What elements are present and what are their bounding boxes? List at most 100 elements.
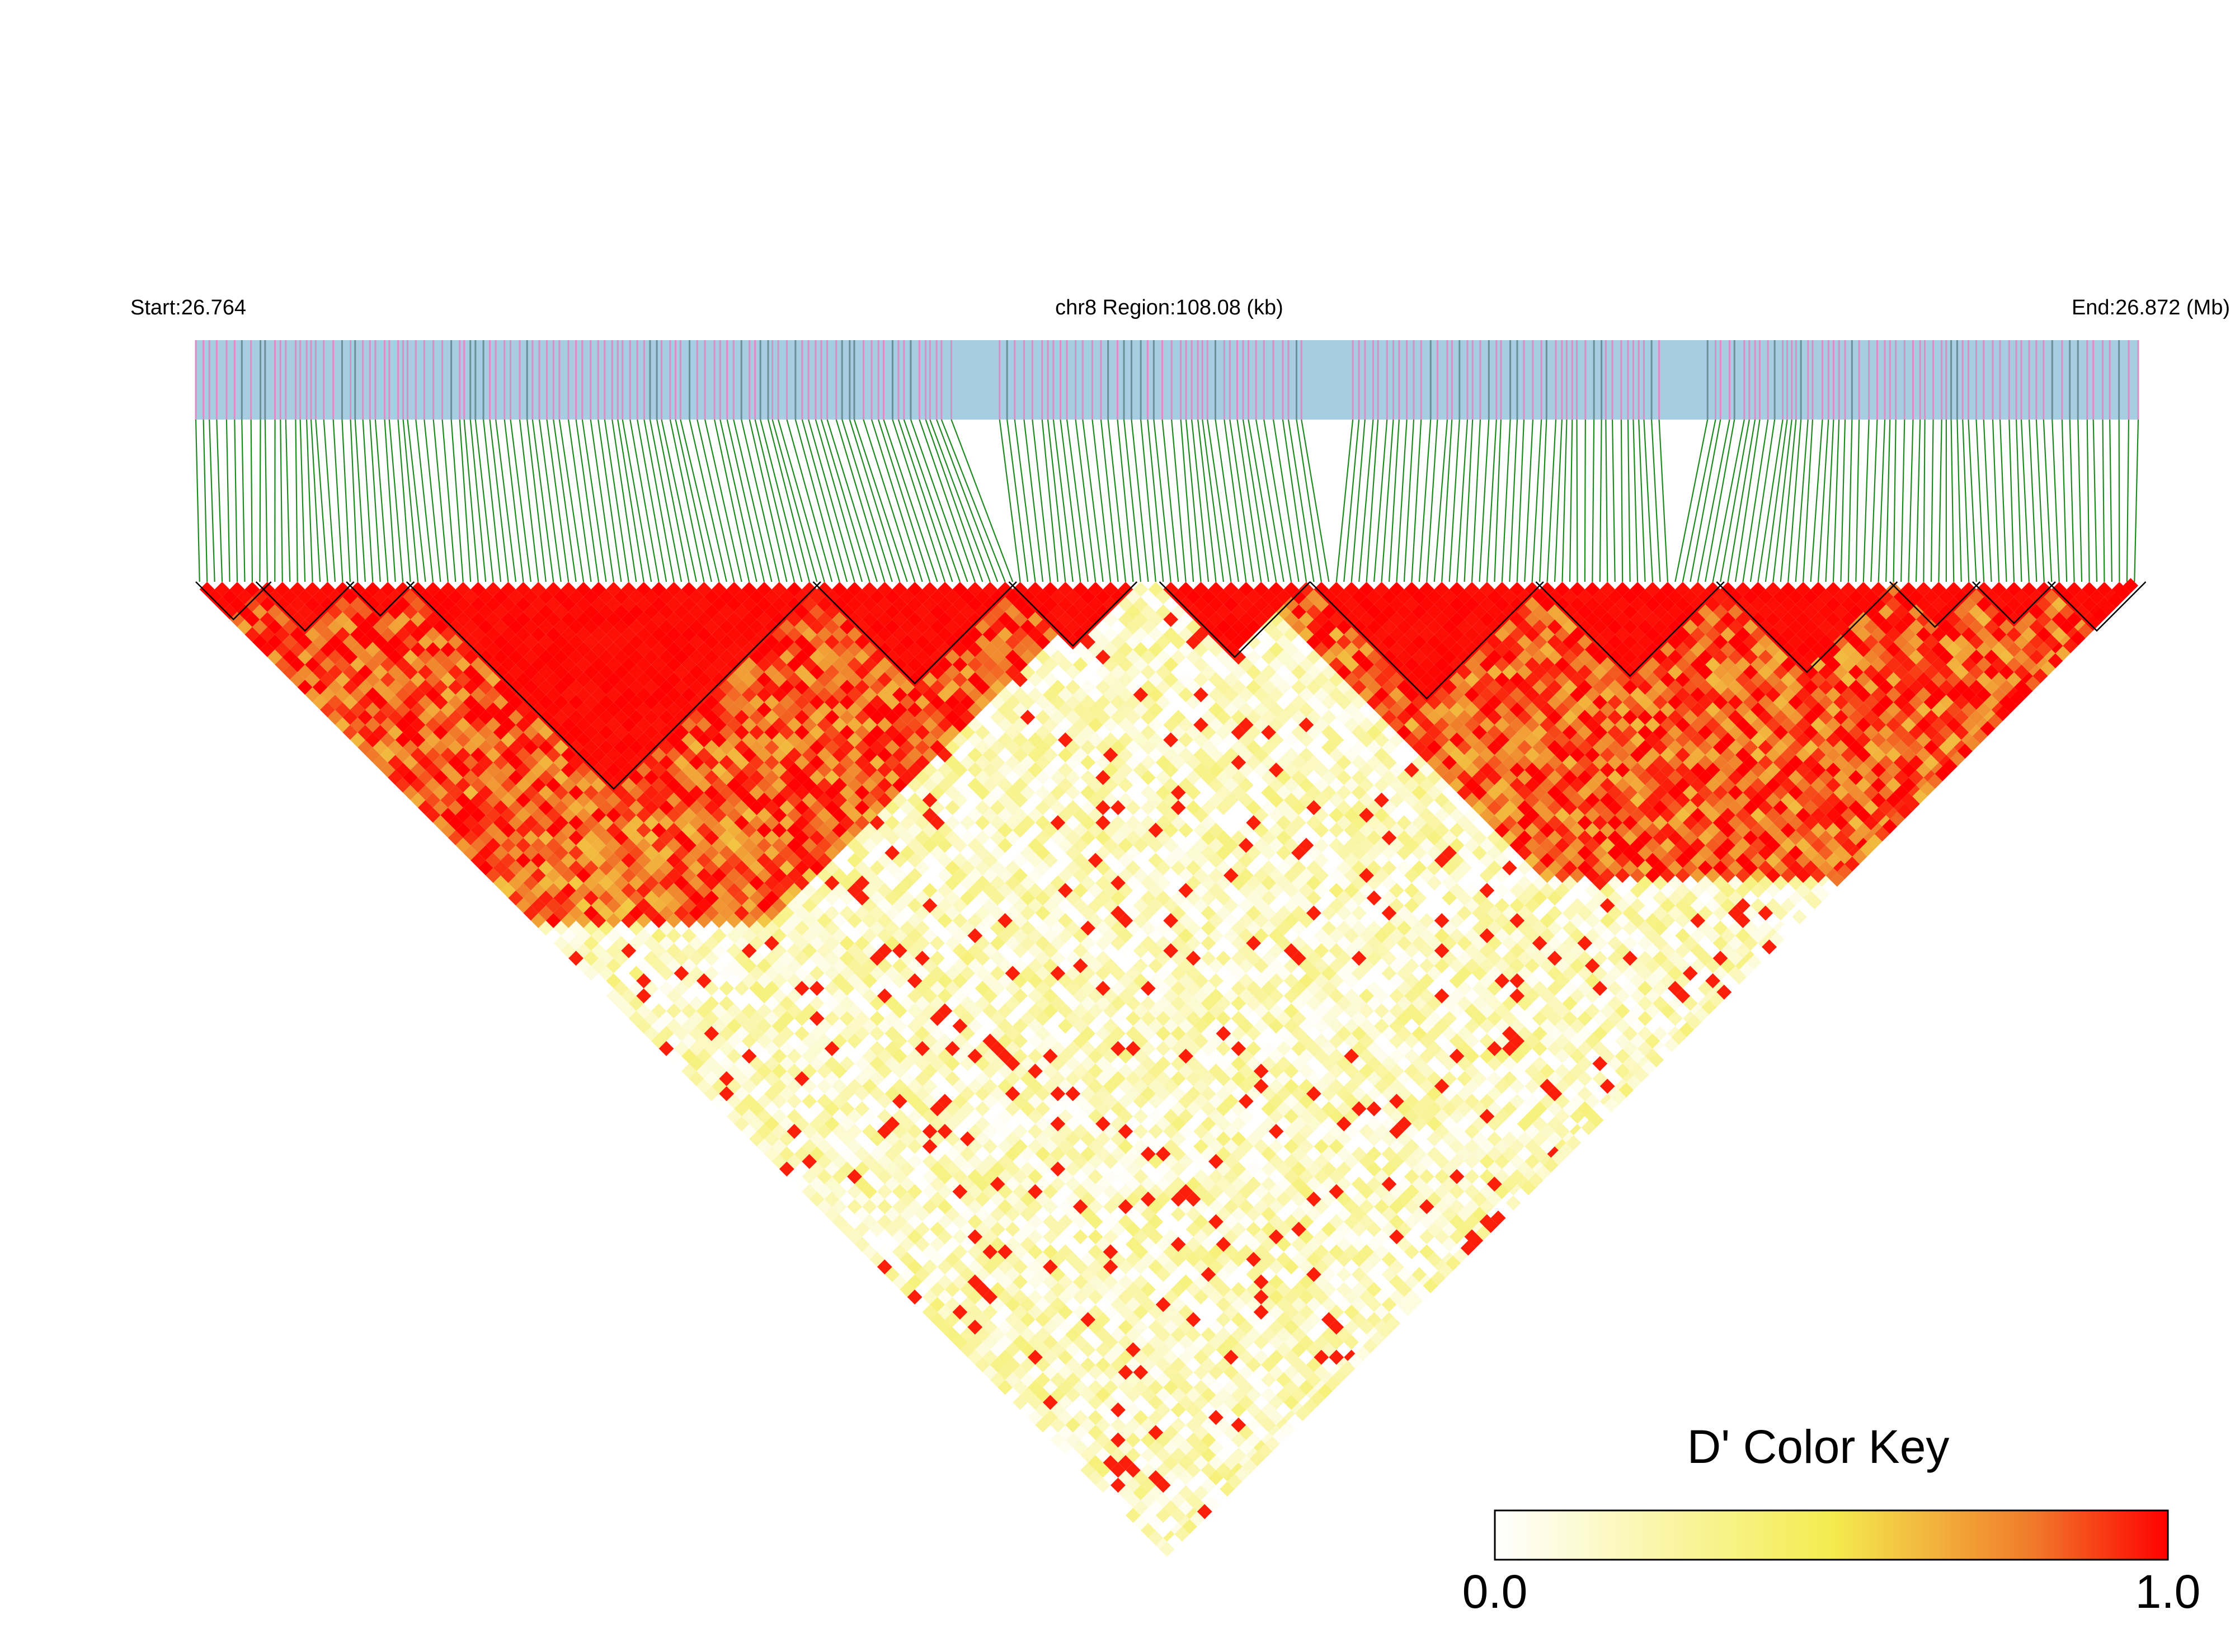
snp-connector: [669, 419, 705, 582]
ld-cell: [508, 875, 524, 891]
ld-cell: [975, 1297, 990, 1312]
snp-connector: [1516, 419, 1525, 582]
ld-cell: [486, 747, 501, 763]
ld-cell: [726, 1079, 742, 1094]
snp-connector: [1486, 419, 1497, 582]
ld-cell: [290, 642, 305, 657]
ld-cell: [1035, 1342, 1051, 1358]
ld-cell: [930, 1251, 945, 1267]
ld-cell: [373, 634, 388, 650]
ld-cell: [606, 822, 622, 838]
ld-cell: [568, 800, 584, 816]
ld-cell: [756, 1138, 772, 1154]
ld-cell: [470, 777, 486, 793]
ld-cell: [839, 1176, 855, 1192]
ld-cell: [538, 785, 554, 801]
ld-cell: [463, 800, 478, 816]
snp-connector: [767, 419, 810, 582]
ld-cell: [1170, 1372, 1186, 1387]
ld-cell: [1057, 1259, 1073, 1275]
ld-cell: [523, 740, 539, 755]
ld-cell: [764, 966, 779, 981]
ld-cell: [666, 988, 681, 1004]
ld-cell: [388, 679, 403, 695]
ld-cell: [636, 807, 652, 823]
ld-cell: [365, 596, 380, 612]
ld-cell: [832, 1154, 848, 1169]
ld-cell: [884, 1206, 900, 1222]
ld-cell: [591, 822, 606, 838]
ld-cell: [922, 1229, 938, 1245]
ld-cell: [636, 898, 652, 914]
ld-cell: [425, 807, 441, 823]
ld-cell: [350, 687, 365, 703]
ld-cell: [1148, 1395, 1164, 1410]
snp-connector: [558, 419, 585, 582]
snp-connector: [1255, 419, 1284, 582]
ld-cell: [538, 920, 554, 936]
ld-cell: [290, 611, 305, 627]
ld-cell: [666, 898, 681, 914]
snp-connector: [306, 419, 313, 582]
ld-cell: [628, 905, 644, 921]
snp-connector: [1720, 419, 1750, 582]
ld-cell: [425, 627, 441, 642]
ld-cell: [794, 996, 810, 1011]
snp-connector: [216, 419, 223, 582]
ld-cell: [1050, 1297, 1066, 1312]
ld-cell: [756, 928, 772, 943]
ld-cell: [493, 845, 509, 860]
ld-cell: [1005, 1206, 1020, 1222]
ld-cell: [1155, 1523, 1171, 1538]
ld-cell: [508, 679, 524, 695]
ld-cell: [937, 1319, 953, 1335]
ld-cell: [515, 853, 531, 868]
ld-cell: [576, 822, 591, 838]
ld-cell: [877, 1048, 892, 1064]
ld-cell: [1035, 1327, 1051, 1343]
ld-cell: [967, 1259, 983, 1275]
ld-cell: [696, 1033, 712, 1049]
ld-cell: [440, 732, 456, 748]
ld-cell: [501, 762, 516, 778]
snp-connector: [1215, 419, 1239, 582]
ld-cell: [1223, 1425, 1239, 1441]
ld-cell: [260, 642, 275, 657]
ld-cell: [576, 792, 591, 808]
ld-cell: [275, 627, 290, 642]
ld-cell: [975, 1312, 990, 1328]
ld-cell: [975, 1221, 990, 1237]
ld-cell: [952, 1138, 968, 1154]
ld-cell: [568, 905, 584, 921]
ld-cell: [952, 1319, 968, 1335]
ld-cell: [410, 582, 426, 597]
ld-cell: [952, 1274, 968, 1289]
ld-cell: [869, 1101, 885, 1117]
snp-connector: [649, 419, 683, 582]
ld-cell: [425, 762, 441, 778]
ld-cell: [787, 1169, 802, 1184]
ld-cell: [455, 762, 471, 778]
snp-connector: [1825, 419, 1834, 582]
ld-cell: [982, 1214, 998, 1230]
ld-cell: [967, 1274, 983, 1289]
ld-cell: [1140, 1432, 1156, 1448]
ld-cell: [1057, 1440, 1073, 1456]
snp-connector: [2118, 419, 2120, 582]
snp-connector: [1509, 419, 1518, 582]
snp-connector: [1248, 419, 1277, 582]
ld-cell: [674, 905, 689, 921]
ld-cell: [945, 1327, 960, 1343]
ld-cell: [598, 966, 614, 981]
ld-cell: [696, 928, 712, 943]
ld-cell: [403, 770, 418, 785]
ld-cell: [779, 1146, 794, 1162]
ld-cell: [1118, 1364, 1133, 1380]
ld-cell: [1028, 1229, 1043, 1245]
snp-connector: [1780, 419, 1797, 582]
ld-cell: [1065, 1387, 1081, 1402]
ld-cell: [975, 1357, 990, 1373]
ld-cell: [1148, 1364, 1164, 1380]
ld-cell: [222, 589, 238, 605]
snp-connector: [315, 419, 328, 582]
